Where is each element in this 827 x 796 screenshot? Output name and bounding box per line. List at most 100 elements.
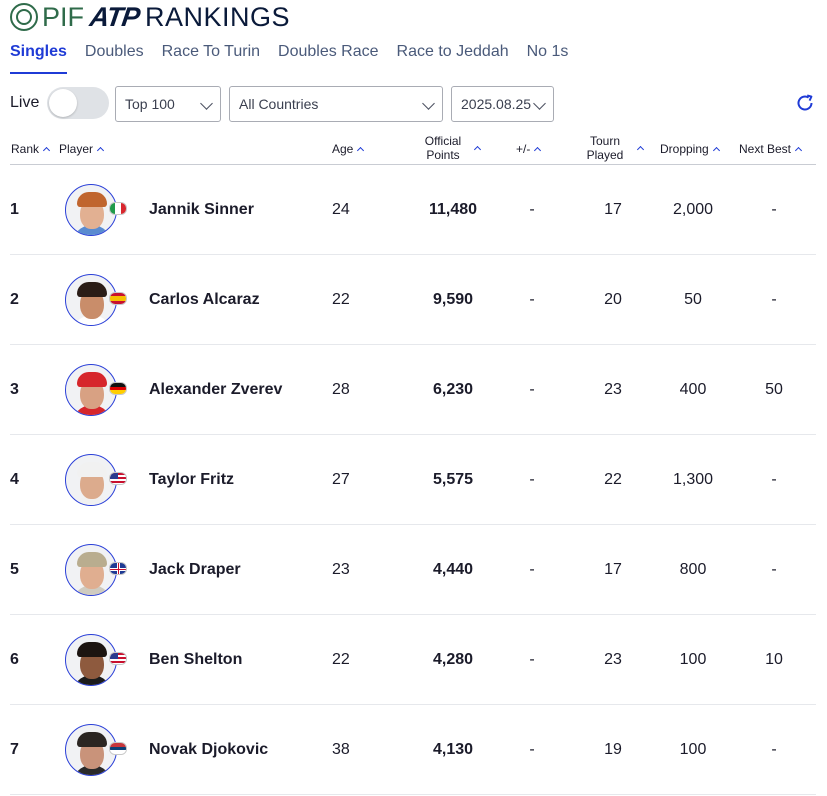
rank-cell: 6 (10, 650, 19, 668)
plus-minus-cell: - (529, 200, 535, 218)
points-cell: 4,280 (432, 650, 474, 668)
player-name-link[interactable]: Ben Shelton (149, 650, 243, 668)
table-row[interactable]: 2 Carlos Alcaraz 22 9,590 - 20 50 - (10, 255, 816, 345)
chevron-down-icon (533, 97, 546, 110)
age-cell: 22 (332, 290, 350, 308)
filter-bar: Live Top 100 All Countries 2025.08.25 (10, 86, 817, 122)
pif-logo-icon (10, 3, 38, 31)
table-row[interactable]: 4 Taylor Fritz 27 5,575 - 22 1,300 - (10, 435, 816, 525)
country-select[interactable]: All Countries (229, 86, 443, 122)
plus-minus-cell: - (529, 290, 535, 308)
col-dropping-label: Dropping (660, 142, 709, 156)
table-row[interactable]: 7 Novak Djokovic 38 4,130 - 19 100 - (10, 705, 816, 795)
sort-up-icon (473, 145, 482, 154)
plus-minus-cell: - (529, 470, 535, 488)
dropping-cell: 100 (679, 650, 707, 668)
top-select-value: Top 100 (125, 96, 175, 112)
sort-next-best[interactable]: Next Best (739, 142, 803, 156)
tourn-played-cell: 19 (604, 740, 622, 758)
tab-race-to-turin[interactable]: Race To Turin (161, 43, 261, 60)
col-next-best-label: Next Best (739, 142, 792, 156)
player-avatar[interactable] (65, 633, 117, 686)
points-cell: 4,130 (432, 740, 474, 758)
tab-doubles-race[interactable]: Doubles Race (278, 43, 379, 60)
col-plus-minus-label: +/- (516, 142, 531, 156)
player-avatar-cell (65, 435, 117, 524)
dropping-cell: 2,000 (672, 200, 714, 218)
player-avatar[interactable] (65, 723, 117, 776)
col-tourn-label-2: Played (586, 148, 624, 162)
page-header: PIF ATP RANKINGS (10, 2, 290, 32)
tab-no-1s[interactable]: No 1s (526, 43, 569, 60)
player-name-link[interactable]: Jannik Sinner (149, 200, 254, 218)
dropping-cell: 1,300 (672, 470, 714, 488)
live-toggle[interactable] (47, 87, 109, 119)
flag-uk-icon (109, 562, 127, 575)
rankings-tabs: Singles Doubles Race To Turin Doubles Race R… (10, 40, 586, 74)
table-row[interactable]: 5 Jack Draper 23 4,440 - 17 800 - (10, 525, 816, 615)
points-cell: 6,230 (432, 380, 474, 398)
sort-tourn-played[interactable]: Tourn Played (584, 134, 645, 162)
dropping-cell: 800 (679, 560, 707, 578)
points-cell: 5,575 (432, 470, 474, 488)
tab-singles[interactable]: Singles (10, 40, 67, 74)
player-name-link[interactable]: Carlos Alcaraz (149, 290, 260, 308)
tourn-played-cell: 17 (604, 200, 622, 218)
next-best-cell: - (771, 200, 777, 218)
top-select[interactable]: Top 100 (115, 86, 221, 122)
sort-points[interactable]: Official Points (423, 134, 482, 162)
player-avatar[interactable] (65, 273, 117, 326)
player-avatar[interactable] (65, 453, 117, 506)
sort-up-icon (534, 146, 542, 155)
refresh-icon[interactable] (795, 93, 815, 113)
age-cell: 22 (332, 650, 350, 668)
flag-italy-icon (109, 202, 127, 215)
flag-usa-icon (109, 472, 127, 485)
table-row[interactable]: 6 Ben Shelton 22 4,280 - 23 100 10 (10, 615, 816, 705)
pif-brand-text: PIF (42, 1, 85, 32)
next-best-cell: 10 (765, 650, 783, 668)
atp-logo: ATP (87, 1, 142, 32)
sort-dropping[interactable]: Dropping (660, 142, 720, 156)
sort-up-icon (712, 146, 720, 155)
sort-plus-minus[interactable]: +/- (516, 142, 542, 156)
player-name-link[interactable]: Novak Djokovic (149, 740, 269, 758)
next-best-cell: - (771, 740, 777, 758)
flag-spain-icon (109, 292, 127, 305)
page-title: RANKINGS (145, 1, 291, 32)
table-row[interactable]: 3 Alexander Zverev 28 6,230 - 23 400 50 (10, 345, 816, 435)
tab-doubles[interactable]: Doubles (84, 43, 144, 60)
col-rank-label: Rank (11, 142, 40, 156)
chevron-down-icon (200, 97, 213, 110)
sort-player[interactable]: Player (59, 142, 105, 156)
tab-race-to-jeddah[interactable]: Race to Jeddah (396, 43, 509, 60)
col-player-label: Player (59, 142, 94, 156)
sort-rank[interactable]: Rank (11, 142, 51, 156)
sort-up-icon (357, 146, 365, 155)
player-name-link[interactable]: Taylor Fritz (149, 470, 235, 488)
date-select-value: 2025.08.25 (461, 96, 532, 112)
points-cell: 11,480 (428, 200, 478, 218)
date-select[interactable]: 2025.08.25 (451, 86, 554, 122)
sort-up-icon (636, 145, 645, 154)
tourn-played-cell: 22 (604, 470, 622, 488)
dropping-cell: 400 (679, 380, 707, 398)
dropping-cell: 50 (684, 290, 702, 308)
plus-minus-cell: - (529, 740, 535, 758)
toggle-knob (49, 89, 77, 117)
player-avatar[interactable] (65, 363, 117, 416)
next-best-cell: 50 (765, 380, 783, 398)
player-avatar-cell (65, 165, 117, 254)
dropping-cell: 100 (679, 740, 707, 758)
flag-usa-icon (109, 652, 127, 665)
age-cell: 27 (332, 470, 350, 488)
player-name-link[interactable]: Jack Draper (149, 560, 241, 578)
player-name-link[interactable]: Alexander Zverev (149, 380, 283, 398)
next-best-cell: - (771, 560, 777, 578)
age-cell: 23 (332, 560, 350, 578)
tourn-played-cell: 17 (604, 560, 622, 578)
col-points-label-1: Official (424, 134, 462, 148)
player-avatar[interactable] (65, 183, 117, 236)
sort-age[interactable]: Age (332, 142, 365, 156)
table-row[interactable]: 1 Jannik Sinner 24 11,480 - 17 2,000 - (10, 165, 816, 255)
